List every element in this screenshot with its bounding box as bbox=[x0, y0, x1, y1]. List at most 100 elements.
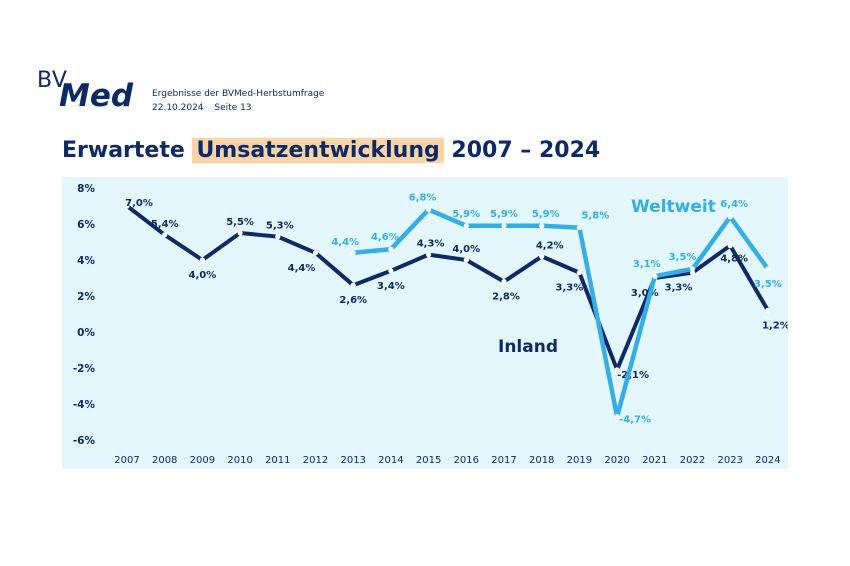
x-tick-label: 2016 bbox=[454, 455, 479, 466]
y-tick-label: 2% bbox=[77, 291, 95, 303]
data-label: 5,5% bbox=[226, 217, 254, 228]
data-point-inland bbox=[765, 307, 771, 313]
x-tick-label: 2020 bbox=[604, 455, 629, 466]
y-tick-label: 8% bbox=[77, 183, 95, 195]
x-tick-label: 2014 bbox=[378, 455, 403, 466]
data-point-weltweit bbox=[426, 207, 432, 213]
y-tick-label: 4% bbox=[77, 255, 95, 267]
data-label: 3,5% bbox=[669, 252, 697, 263]
title-highlight: Umsatzentwicklung bbox=[192, 138, 444, 163]
data-label: 5,9% bbox=[490, 209, 518, 220]
data-label: 4,0% bbox=[452, 244, 480, 255]
x-tick-label: 2022 bbox=[680, 455, 705, 466]
data-point-inland bbox=[614, 367, 620, 373]
x-tick-label: 2009 bbox=[190, 455, 215, 466]
data-label: 1,2% bbox=[762, 320, 788, 331]
data-label: 6,8% bbox=[409, 193, 437, 204]
x-tick-label: 2024 bbox=[755, 455, 780, 466]
data-point-inland bbox=[350, 282, 356, 288]
data-point-weltweit bbox=[463, 223, 469, 229]
data-label: 3,4% bbox=[377, 281, 405, 292]
data-point-weltweit bbox=[576, 225, 583, 231]
logo-bv-text: BV bbox=[37, 68, 68, 93]
header-subtitle: Ergebnisse der BVMed-Herbstumfrage bbox=[152, 89, 325, 99]
x-tick-label: 2007 bbox=[114, 455, 139, 466]
header-page: Seite 13 bbox=[214, 103, 252, 113]
data-point-inland bbox=[275, 234, 281, 240]
bvmed-logo: BV Med bbox=[37, 68, 147, 114]
data-point-weltweit bbox=[765, 266, 771, 272]
data-point-inland bbox=[576, 270, 583, 276]
data-label: 2,6% bbox=[339, 295, 367, 306]
data-point-inland bbox=[501, 279, 507, 285]
y-tick-label: -4% bbox=[73, 399, 96, 411]
data-point-weltweit bbox=[388, 246, 394, 252]
data-point-weltweit bbox=[614, 414, 620, 420]
series-label-inland: Inland bbox=[498, 337, 558, 357]
data-label: 4,3% bbox=[417, 239, 445, 250]
header-date: 22.10.2024 bbox=[152, 103, 204, 113]
header-meta: 22.10.2024 Seite 13 bbox=[152, 101, 324, 115]
data-label: -2,1% bbox=[617, 370, 649, 381]
data-label: 4,4% bbox=[331, 237, 359, 248]
data-label: 5,3% bbox=[266, 221, 294, 232]
data-label: 5,9% bbox=[532, 209, 560, 220]
data-label: 3,3% bbox=[665, 283, 693, 294]
chart-panel: 8% 6% 4% 2% 0% -2% -4% -6% 2007 2008 2009 2010 2011 2… bbox=[62, 177, 788, 469]
data-point-weltweit bbox=[727, 214, 733, 220]
data-point-inland bbox=[124, 203, 130, 209]
data-point-weltweit bbox=[652, 273, 658, 279]
x-tick-label: 2010 bbox=[227, 455, 252, 466]
data-label: 4,0% bbox=[189, 270, 217, 281]
data-label: 4,8% bbox=[720, 254, 748, 265]
data-point-inland bbox=[388, 268, 394, 274]
x-tick-label: 2011 bbox=[265, 455, 290, 466]
x-tick-label: 2008 bbox=[152, 455, 177, 466]
data-label: 3,3% bbox=[556, 283, 584, 294]
x-tick-label: 2019 bbox=[567, 455, 592, 466]
data-label: 5,8% bbox=[582, 211, 610, 222]
y-tick-label: -6% bbox=[73, 435, 96, 447]
data-label: 7,0% bbox=[125, 198, 153, 209]
data-point-inland bbox=[199, 257, 205, 263]
data-label: 5,4% bbox=[151, 219, 179, 230]
x-tick-label: 2021 bbox=[642, 455, 667, 466]
data-point-inland bbox=[539, 253, 545, 259]
chart-title: Erwartete Umsatzentwicklung 2007 – 2024 bbox=[62, 138, 600, 163]
data-point-inland bbox=[426, 252, 432, 258]
x-tick-label: 2015 bbox=[416, 455, 441, 466]
title-pre: Erwartete bbox=[62, 138, 193, 163]
data-label: 4,4% bbox=[288, 263, 316, 274]
x-tick-label: 2012 bbox=[303, 455, 328, 466]
header-info: Ergebnisse der BVMed-Herbstumfrage 22.10… bbox=[152, 87, 324, 115]
data-point-weltweit bbox=[689, 266, 696, 272]
data-point-weltweit bbox=[350, 250, 356, 256]
data-label: -4,7% bbox=[619, 415, 651, 426]
x-tick-label: 2013 bbox=[340, 455, 365, 466]
x-tick-label: 2023 bbox=[717, 455, 742, 466]
x-tick-label: 2018 bbox=[529, 455, 554, 466]
data-label: 4,2% bbox=[536, 240, 564, 251]
y-tick-label: -2% bbox=[73, 363, 96, 375]
data-label: 3,1% bbox=[633, 259, 661, 270]
data-label: 3,5% bbox=[754, 279, 782, 290]
logo-med-text: Med bbox=[59, 78, 134, 114]
data-point-inland bbox=[162, 232, 168, 238]
data-point-inland bbox=[727, 243, 733, 249]
data-point-weltweit bbox=[539, 223, 545, 229]
data-label: 6,4% bbox=[720, 199, 748, 210]
line-chart: 8% 6% 4% 2% 0% -2% -4% -6% 2007 2008 2009 2010 2011 2… bbox=[73, 183, 788, 466]
y-tick-label: 6% bbox=[77, 219, 95, 231]
data-label: 5,9% bbox=[452, 209, 480, 220]
x-tick-label: 2017 bbox=[491, 455, 516, 466]
title-post: 2007 – 2024 bbox=[443, 138, 601, 163]
series-label-weltweit: Weltweit bbox=[631, 197, 716, 217]
data-label: 4,6% bbox=[371, 232, 399, 243]
data-point-weltweit bbox=[501, 223, 507, 229]
series-line-weltweit bbox=[350, 207, 771, 419]
data-point-inland bbox=[463, 257, 469, 263]
data-label: 3,0% bbox=[631, 288, 659, 299]
data-point-inland bbox=[312, 250, 319, 256]
data-label: 2,8% bbox=[492, 292, 520, 303]
data-point-inland bbox=[237, 230, 243, 236]
